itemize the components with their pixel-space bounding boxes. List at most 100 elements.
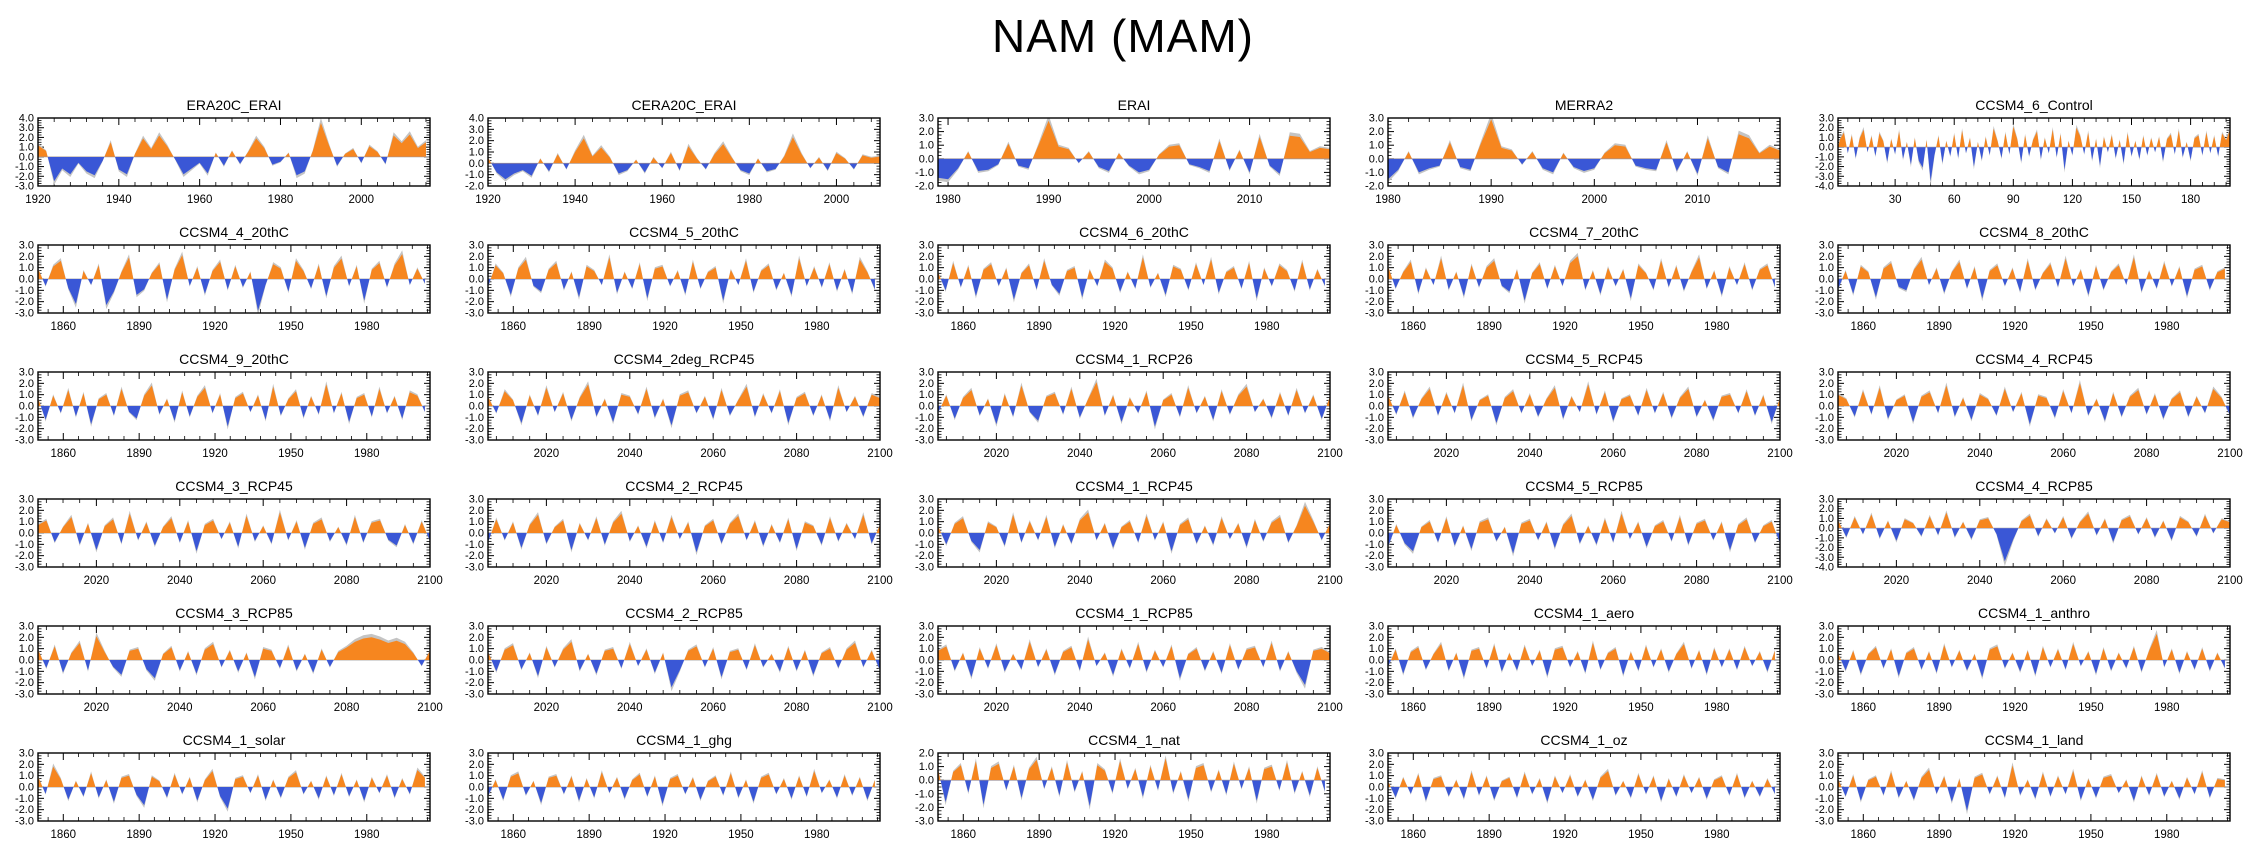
- svg-text:3.0: 3.0: [469, 240, 484, 252]
- chart-panel-ccsm4-2deg-rcp45: -3.0 -2.0 -1.0 0.0 1.0 2.0 3.0 2020 2040 2060 2080…: [452, 342, 900, 468]
- svg-text:1920: 1920: [202, 829, 228, 841]
- svg-text:1950: 1950: [1628, 321, 1654, 333]
- svg-text:1.0: 1.0: [1369, 516, 1384, 528]
- time-series-plot: -3.0-2.0-1.00.01.02.03.0 1860 1890 1920 1950…: [1365, 732, 1781, 841]
- chart-panel-ccsm4-1-aero: -3.0 -2.0 -1.0 0.0 1.0 2.0 3.0 1860 1890 1920 1950…: [1352, 596, 1800, 722]
- time-series-plot: -3.0-2.0-1.00.01.02.03.0 2020 2040 2060 2080…: [15, 605, 443, 714]
- svg-text:2040: 2040: [1967, 575, 1993, 587]
- svg-text:-2.0: -2.0: [915, 677, 934, 689]
- svg-text:1980: 1980: [804, 321, 830, 333]
- svg-text:2100: 2100: [2217, 448, 2243, 460]
- svg-text:2020: 2020: [84, 702, 110, 714]
- svg-text:3.0: 3.0: [1369, 621, 1384, 633]
- svg-text:1.0: 1.0: [919, 262, 934, 274]
- svg-text:3.0: 3.0: [19, 621, 34, 633]
- svg-text:2.0: 2.0: [19, 378, 34, 390]
- svg-text:-1.0: -1.0: [915, 539, 934, 551]
- svg-text:-1.0: -1.0: [915, 412, 934, 424]
- svg-text:2020: 2020: [534, 575, 560, 587]
- time-series-plot: -3.0-2.0-1.00.01.02.03.0 1860 1890 1920 1950…: [15, 732, 431, 841]
- svg-text:2080: 2080: [784, 448, 810, 460]
- chart-panel-ccsm4-6-control: -4.0 -3.0 -2.0 -1.0 0.0 1.0 2.0 3.0 30 60 90 120 150…: [1802, 88, 2246, 214]
- svg-text:0.0: 0.0: [19, 151, 34, 163]
- chart-panel-ccsm4-1-rcp26: -3.0 -2.0 -1.0 0.0 1.0 2.0 3.0 2020 2040 2060 2080…: [902, 342, 1350, 468]
- svg-text:2.0: 2.0: [919, 748, 934, 760]
- svg-text:1.0: 1.0: [19, 770, 34, 782]
- svg-text:2.0: 2.0: [469, 135, 484, 147]
- svg-text:-2.0: -2.0: [1815, 677, 1834, 689]
- svg-text:2100: 2100: [1317, 702, 1343, 714]
- svg-text:1980: 1980: [354, 448, 380, 460]
- svg-text:1890: 1890: [1926, 321, 1952, 333]
- svg-text:2040: 2040: [1067, 702, 1093, 714]
- chart-panel-ccsm4-5-rcp85: -3.0 -2.0 -1.0 0.0 1.0 2.0 3.0 2020 2040 2060 2080…: [1352, 469, 1800, 595]
- svg-text:-1.0: -1.0: [915, 167, 934, 179]
- svg-text:2080: 2080: [1234, 575, 1260, 587]
- svg-text:1860: 1860: [1400, 702, 1426, 714]
- svg-text:-3.0: -3.0: [1365, 816, 1384, 828]
- svg-text:0.0: 0.0: [19, 782, 34, 794]
- svg-text:-2.0: -2.0: [1365, 804, 1384, 816]
- svg-text:2060: 2060: [2050, 448, 2076, 460]
- svg-text:3.0: 3.0: [469, 748, 484, 760]
- svg-text:2010: 2010: [1685, 194, 1711, 206]
- svg-text:3.0: 3.0: [19, 367, 34, 379]
- time-series-plot: -3.0-2.0-1.00.01.02.03.0 1860 1890 1920 1950…: [465, 732, 881, 841]
- time-series-plot: -3.0-2.0-1.00.01.02.03.0 1860 1890 1920 1950…: [15, 224, 431, 333]
- svg-text:2040: 2040: [1517, 575, 1543, 587]
- svg-text:30: 30: [1889, 194, 1902, 206]
- svg-text:-3.0: -3.0: [915, 435, 934, 447]
- time-series-plot: -3.0-2.0-1.00.01.02.03.0 2020 2040 2060 2080…: [915, 478, 1343, 587]
- svg-text:1890: 1890: [576, 321, 602, 333]
- svg-text:CCSM4_1_RCP85: CCSM4_1_RCP85: [1075, 605, 1193, 621]
- svg-text:1890: 1890: [576, 829, 602, 841]
- svg-text:3.0: 3.0: [919, 113, 934, 125]
- svg-text:-3.0: -3.0: [465, 689, 484, 701]
- svg-text:0.0: 0.0: [919, 153, 934, 165]
- svg-text:1.0: 1.0: [919, 643, 934, 655]
- svg-text:2010: 2010: [1237, 194, 1263, 206]
- svg-text:2.0: 2.0: [19, 632, 34, 644]
- chart-panel-erai: -2.0 -1.0 0.0 1.0 2.0 3.0 1980 1990 2000 2010 ERA…: [902, 88, 1350, 214]
- svg-text:3.0: 3.0: [1819, 621, 1834, 633]
- time-series-plot: -3.0-2.0-1.00.01.02.03.0 2020 2040 2060 2080…: [915, 605, 1343, 714]
- svg-text:2100: 2100: [417, 702, 443, 714]
- svg-text:1920: 1920: [2002, 321, 2028, 333]
- chart-panel-ccsm4-2-rcp85: -3.0 -2.0 -1.0 0.0 1.0 2.0 3.0 2020 2040 2060 2080…: [452, 596, 900, 722]
- svg-text:2020: 2020: [1434, 575, 1460, 587]
- svg-text:2.0: 2.0: [1369, 759, 1384, 771]
- svg-text:3.0: 3.0: [1369, 494, 1384, 506]
- svg-text:2.0: 2.0: [1369, 632, 1384, 644]
- time-series-plot: -3.0-2.0-1.00.01.02.03.0 1860 1890 1920 1950…: [915, 224, 1331, 333]
- svg-text:2020: 2020: [84, 575, 110, 587]
- svg-text:2.0: 2.0: [1819, 759, 1834, 771]
- svg-text:2060: 2060: [250, 575, 276, 587]
- svg-text:1920: 1920: [202, 321, 228, 333]
- chart-panel-ccsm4-5-20thc: -3.0 -2.0 -1.0 0.0 1.0 2.0 3.0 1860 1890 1920 1950…: [452, 215, 900, 341]
- svg-text:0.0: 0.0: [469, 655, 484, 667]
- svg-text:-2.0: -2.0: [1365, 296, 1384, 308]
- svg-text:2.0: 2.0: [1819, 632, 1834, 644]
- svg-text:1990: 1990: [1036, 194, 1062, 206]
- svg-text:1860: 1860: [500, 321, 526, 333]
- svg-text:-3.0: -3.0: [465, 816, 484, 828]
- svg-text:1860: 1860: [50, 829, 76, 841]
- svg-text:-3.0: -3.0: [915, 816, 934, 828]
- chart-panel-ccsm4-1-ghg: -3.0 -2.0 -1.0 0.0 1.0 2.0 3.0 1860 1890 1920 1950…: [452, 723, 900, 849]
- svg-text:150: 150: [2122, 194, 2141, 206]
- svg-text:2060: 2060: [1150, 575, 1176, 587]
- svg-text:2080: 2080: [334, 702, 360, 714]
- chart-panel-ccsm4-5-rcp45: -3.0 -2.0 -1.0 0.0 1.0 2.0 3.0 2020 2040 2060 2080…: [1352, 342, 1800, 468]
- svg-text:CCSM4_3_RCP45: CCSM4_3_RCP45: [175, 478, 293, 494]
- svg-text:2.0: 2.0: [19, 759, 34, 771]
- svg-text:2060: 2060: [1150, 702, 1176, 714]
- svg-text:0.0: 0.0: [469, 274, 484, 286]
- svg-text:2040: 2040: [1067, 448, 1093, 460]
- svg-text:1920: 1920: [2002, 829, 2028, 841]
- svg-text:-3.0: -3.0: [1365, 562, 1384, 574]
- svg-text:60: 60: [1948, 194, 1961, 206]
- svg-text:2100: 2100: [417, 575, 443, 587]
- svg-text:-3.0: -3.0: [15, 816, 34, 828]
- svg-text:-3.0: -3.0: [15, 562, 34, 574]
- svg-text:-2.0: -2.0: [465, 677, 484, 689]
